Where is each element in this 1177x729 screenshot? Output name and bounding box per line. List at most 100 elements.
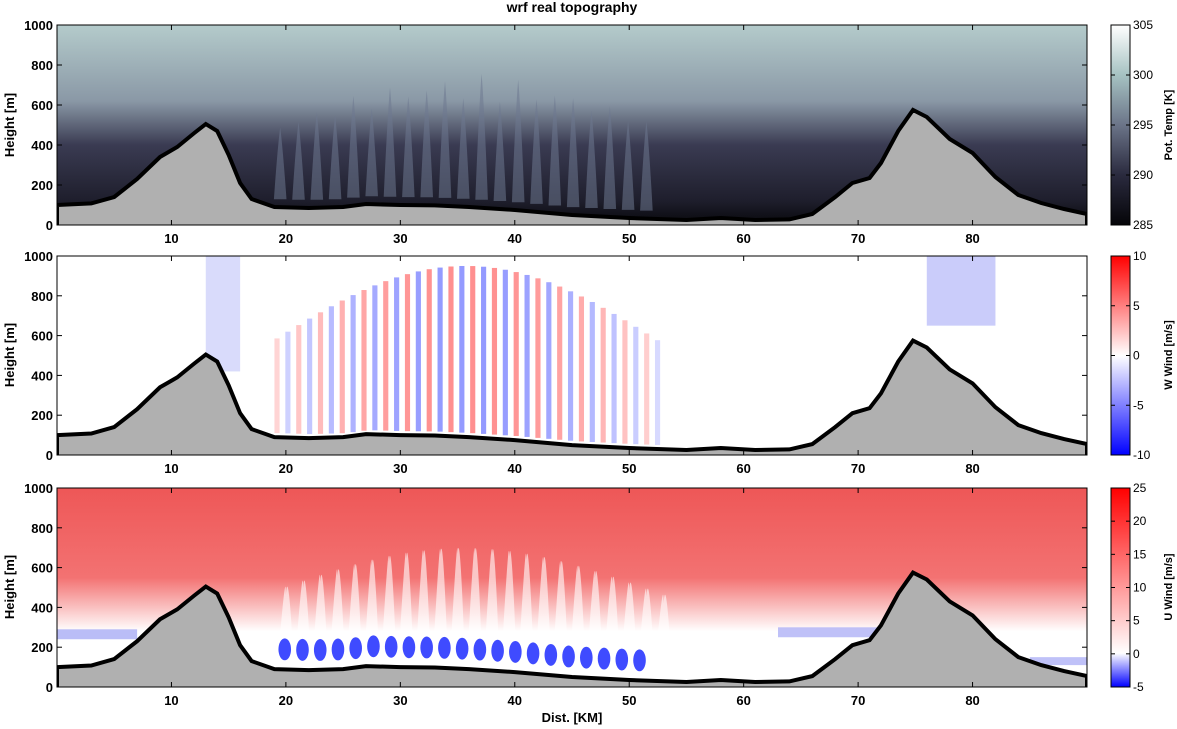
colorbar-label-pot-temp: Pot. Temp [K]: [1163, 89, 1175, 160]
w-wind-stripe: [274, 338, 280, 434]
colorbar-tick-label: -10: [1133, 448, 1151, 462]
u-wind-plumes: [57, 547, 1087, 672]
x-tick-label: 30: [393, 231, 407, 246]
w-wind-stripe: [502, 269, 508, 436]
x-tick-label: 40: [508, 231, 522, 246]
u-wind-reversal: [349, 637, 362, 660]
x-tick-label: 10: [164, 693, 178, 708]
plot-area-w-wind: [57, 256, 1087, 455]
x-tick-label: 30: [393, 693, 407, 708]
w-wind-stripe: [491, 267, 498, 435]
u-wind-reversal: [580, 646, 593, 669]
w-wind-stripe: [285, 331, 291, 434]
x-ticks-pot-temp: 10 20 30 40 50 60 70 80: [164, 25, 980, 246]
y-tick-label: 200: [31, 178, 53, 193]
plot-area-u-wind: [57, 488, 1087, 687]
y-axis-label-u-wind: Height [m]: [2, 555, 17, 619]
w-wind-stripe: [328, 306, 334, 434]
y-axis-label-w-wind: Height [m]: [2, 323, 17, 387]
pot-temp-wave-lobe: [475, 73, 488, 200]
u-wind-reversal: [402, 636, 416, 659]
u-wind-reversal: [438, 636, 451, 659]
u-wind-plume: [399, 552, 413, 648]
y-tick-label: 400: [31, 600, 53, 615]
figure-title: wrf real topography: [506, 0, 638, 15]
y-tick-label: 1000: [24, 249, 53, 264]
colorbar-ticks-u-wind: -5 0 5 10 15 20 25: [1111, 481, 1147, 694]
pot-temp-wave-lobe: [548, 95, 562, 206]
u-wind-reversal: [331, 638, 345, 661]
w-wind-stripe: [415, 271, 421, 432]
w-wind-stripe: [426, 269, 432, 432]
u-wind-plume: [296, 580, 310, 648]
w-wind-stripe: [481, 266, 487, 434]
u-wind-plume: [622, 582, 637, 648]
pot-temp-wave-lobe: [640, 121, 653, 211]
colorbar-tick-label: 305: [1133, 18, 1153, 32]
colorbar-tick-label: 295: [1133, 118, 1153, 132]
colorbar-ticks-pot-temp: 285 290 295 300 305: [1111, 18, 1153, 232]
colorbar-tick-label: 15: [1133, 547, 1147, 561]
w-wind-stripe: [524, 274, 530, 437]
plot-area-pot-temp: [57, 25, 1087, 225]
y-tick-label: 1000: [24, 18, 53, 33]
w-wind-stripe: [372, 285, 378, 431]
x-tick-label: 10: [164, 231, 178, 246]
colorbar-tick-label: 10: [1133, 581, 1147, 595]
pot-temp-wave-lobe: [420, 90, 433, 198]
y-tick-label: 600: [31, 561, 53, 576]
pot-temp-wave-lobe: [457, 98, 470, 199]
y-tick-label: 600: [31, 329, 53, 344]
y-tick-label: 200: [31, 640, 53, 655]
x-tick-label: 50: [622, 461, 636, 476]
colorbar-tick-label: -5: [1133, 398, 1144, 412]
x-tick-label: 20: [279, 461, 293, 476]
colorbar-tick-label: 285: [1133, 218, 1153, 232]
y-tick-label: 400: [31, 368, 53, 383]
u-wind-plume: [485, 549, 499, 648]
u-wind-plume: [502, 550, 516, 648]
w-wind-stripe: [307, 318, 313, 435]
x-tick-label: 80: [965, 693, 979, 708]
x-tick-label: 50: [622, 231, 636, 246]
w-wind-stripe: [339, 300, 345, 434]
u-wind-reversal: [509, 640, 522, 663]
x-tick-label: 50: [622, 693, 636, 708]
colorbar-ticks-w-wind: -10 -5 0 5 10: [1111, 249, 1151, 462]
w-wind-stripe: [578, 296, 585, 442]
pot-temp-wave-lobe: [402, 96, 415, 198]
terrain-w-wind: [57, 338, 1087, 455]
x-tick-label: 60: [736, 231, 750, 246]
u-wind-reversal: [562, 645, 575, 668]
pot-temp-wave-lobe: [530, 99, 543, 204]
u-wind-weak-band: [778, 627, 893, 638]
u-wind-reversal: [296, 638, 309, 661]
u-wind-reversal: [526, 642, 540, 665]
axes-frame-u-wind: [56, 487, 1088, 688]
x-tick-label: 70: [851, 231, 865, 246]
w-wind-stripe: [589, 301, 595, 442]
pot-temp-wave-lobe: [621, 121, 635, 210]
w-wind-stripe: [404, 274, 411, 432]
y-tick-label: 0: [46, 680, 53, 695]
x-axis-label: Dist. [KM]: [542, 710, 603, 725]
axes-frame-w-wind: [56, 255, 1088, 456]
u-wind-plume: [347, 564, 362, 648]
pot-temp-wave-lobe: [310, 112, 324, 200]
y-tick-label: 0: [46, 448, 53, 463]
u-wind-plume: [433, 548, 448, 648]
pot-temp-wave-lobe: [383, 87, 397, 197]
y-tick-label: 1000: [24, 481, 53, 496]
u-wind-reversal: [544, 643, 558, 666]
u-wind-plume: [279, 586, 293, 648]
u-wind-plume: [519, 553, 534, 648]
pot-temp-wave-lobe: [603, 106, 617, 209]
w-wind-stripe: [633, 326, 639, 445]
colorbar-tick-label: 20: [1133, 514, 1147, 528]
w-wind-stripe: [350, 295, 356, 433]
pot-temp-wave-lobe: [585, 111, 598, 208]
w-wind-stripe: [317, 312, 324, 434]
y-tick-label: 400: [31, 138, 53, 153]
